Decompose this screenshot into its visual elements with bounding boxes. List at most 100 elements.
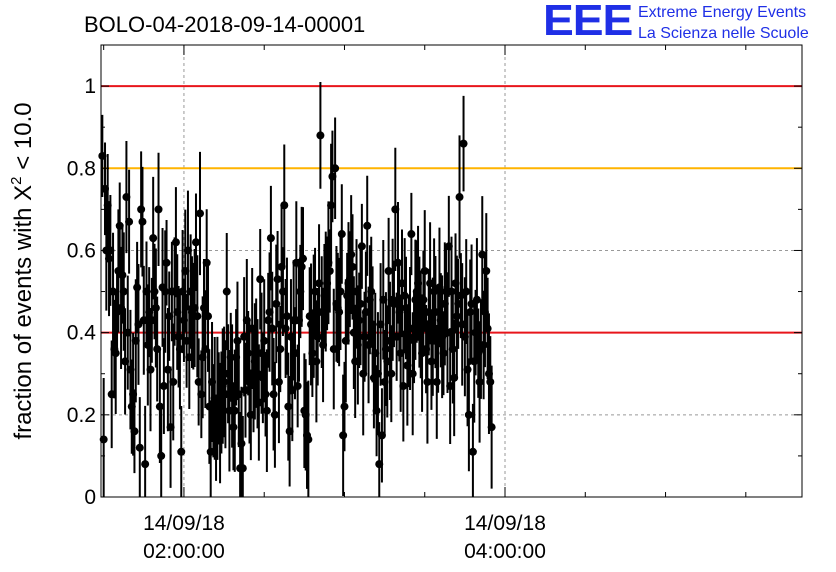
- data-point: [217, 398, 226, 407]
- data-point: [175, 345, 184, 354]
- data-point: [103, 201, 112, 210]
- data-point: [115, 221, 124, 230]
- data-point: [178, 287, 187, 296]
- data-point: [145, 308, 154, 317]
- data-point: [186, 287, 195, 296]
- data-point: [290, 349, 299, 358]
- data-point: [352, 287, 361, 296]
- data-point: [367, 287, 376, 296]
- data-point: [347, 250, 356, 259]
- data-point: [321, 287, 330, 296]
- data-point: [137, 205, 146, 214]
- data-point: [264, 316, 273, 325]
- data-point: [149, 234, 158, 243]
- data-point: [452, 312, 461, 321]
- data-point: [233, 336, 242, 345]
- y-tick-label: 0.2: [67, 404, 96, 427]
- data-point: [237, 439, 246, 448]
- data-point: [439, 349, 448, 358]
- data-point: [139, 316, 148, 325]
- data-point: [257, 349, 266, 358]
- data-point: [424, 308, 433, 317]
- data-point: [373, 369, 382, 378]
- data-point: [381, 345, 390, 354]
- y-tick-label: 0.4: [67, 322, 97, 345]
- data-point: [301, 410, 310, 419]
- data-point: [308, 349, 317, 358]
- data-point: [407, 230, 416, 239]
- data-point: [141, 460, 150, 469]
- data-point: [265, 308, 274, 317]
- data-point: [393, 258, 402, 267]
- data-point: [312, 357, 321, 366]
- data-point: [341, 336, 350, 345]
- data-point: [343, 291, 352, 300]
- data-point: [234, 390, 243, 399]
- data-point: [361, 308, 370, 317]
- data-point: [317, 308, 326, 317]
- data-point: [262, 406, 271, 415]
- data-point: [166, 423, 175, 432]
- data-point: [348, 262, 357, 271]
- data-point: [470, 357, 479, 366]
- data-point: [151, 303, 160, 312]
- data-point: [419, 295, 428, 304]
- eee-logo: EEE Extreme Energy Events La Scienza nel…: [543, 0, 833, 47]
- data-point: [339, 431, 348, 440]
- data-point: [311, 287, 320, 296]
- data-point: [451, 279, 460, 288]
- data-point: [278, 287, 287, 296]
- data-point: [396, 349, 405, 358]
- data-point: [328, 172, 337, 181]
- data-point: [123, 328, 132, 337]
- data-point: [177, 447, 186, 456]
- data-point: [193, 312, 202, 321]
- data-point: [109, 287, 118, 296]
- data-point: [460, 332, 469, 341]
- x-tick-label-time: 04:00:00: [464, 540, 546, 563]
- data-point: [250, 357, 259, 366]
- data-point: [125, 217, 134, 226]
- y-tick-label: 0.8: [67, 157, 96, 180]
- data-point: [448, 345, 457, 354]
- data-point: [380, 377, 389, 386]
- data-point: [325, 267, 334, 275]
- data-point: [462, 287, 471, 296]
- data-point: [195, 209, 204, 218]
- data-point: [313, 332, 322, 341]
- data-point: [98, 151, 107, 160]
- data-point: [375, 460, 384, 469]
- data-point: [440, 299, 449, 308]
- data-point: [426, 279, 435, 288]
- data-point: [395, 308, 404, 317]
- data-point: [230, 406, 239, 415]
- data-point: [359, 369, 368, 378]
- data-point: [331, 164, 340, 173]
- data-point: [364, 340, 373, 349]
- data-point: [416, 320, 425, 329]
- data-point: [479, 340, 488, 349]
- data-point: [324, 258, 333, 267]
- data-point: [229, 423, 238, 432]
- data-point: [450, 373, 459, 382]
- data-point: [272, 299, 281, 308]
- data-point: [266, 234, 275, 243]
- data-point: [261, 390, 270, 399]
- data-point: [121, 357, 130, 366]
- logo-line-2: La Scienza nelle Scuole: [638, 25, 809, 42]
- data-point: [111, 349, 120, 358]
- data-point: [446, 382, 455, 391]
- data-point: [484, 369, 493, 378]
- data-point: [228, 382, 237, 391]
- y-tick-label: 0.6: [67, 239, 96, 262]
- data-point: [368, 320, 377, 329]
- data-point: [105, 254, 114, 263]
- data-point: [379, 295, 388, 304]
- data-point: [270, 410, 279, 419]
- data-point: [355, 316, 364, 325]
- data-point: [202, 258, 211, 267]
- data-point: [297, 262, 306, 271]
- data-point: [281, 324, 290, 333]
- data-point: [480, 308, 489, 317]
